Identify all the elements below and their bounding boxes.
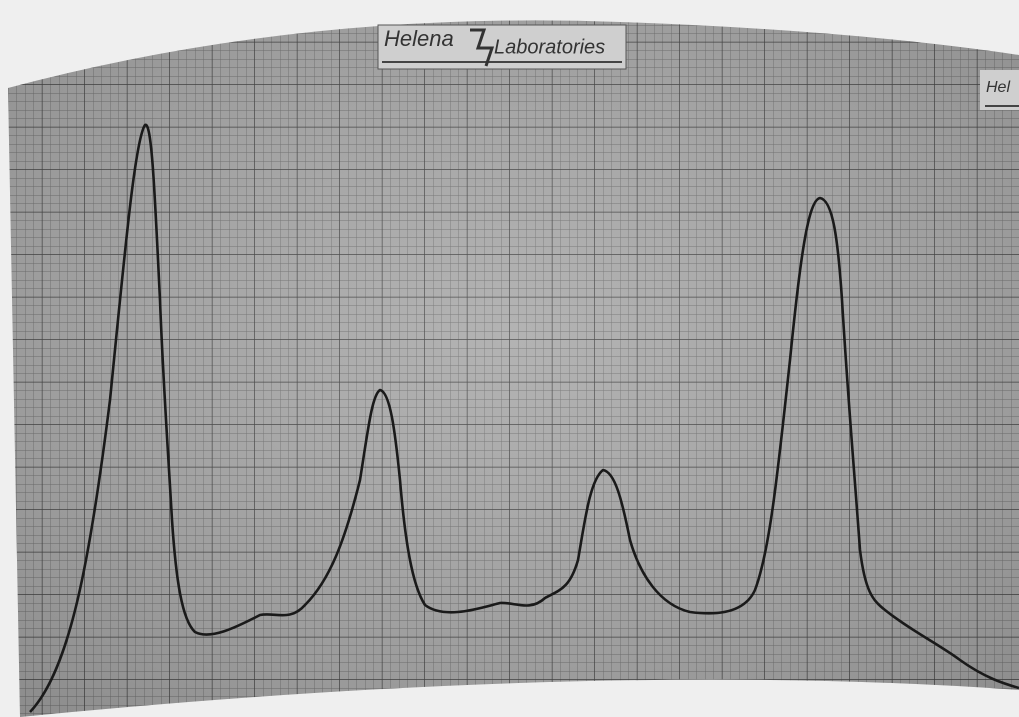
logo-left: Helena [384, 26, 454, 51]
paper-shade [8, 20, 1019, 717]
page: Helena Laboratories Hel (() => { const d… [0, 0, 1019, 717]
logo-right: Laboratories [494, 36, 605, 58]
edge-logo-text: Hel [986, 79, 1010, 96]
logo: Helena Laboratories [378, 25, 626, 69]
edge-logo: Hel [980, 70, 1019, 110]
photo: Helena Laboratories Hel [0, 0, 1019, 717]
